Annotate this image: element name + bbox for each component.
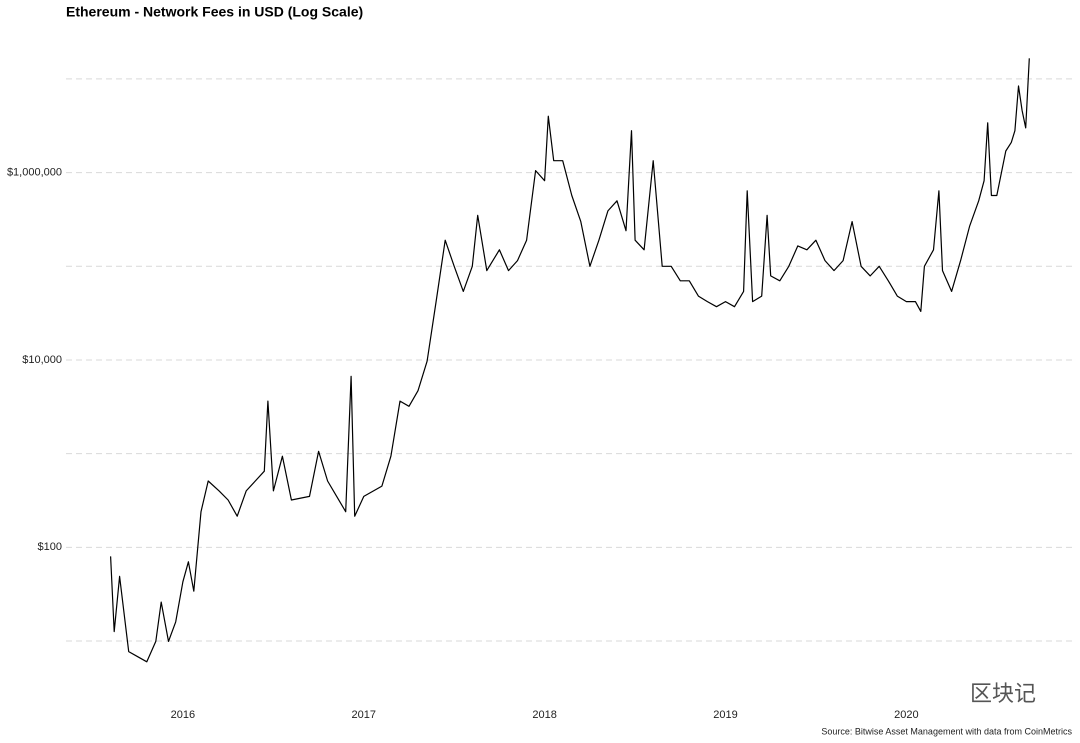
chart-title: Ethereum - Network Fees in USD (Log Scal…: [66, 4, 363, 20]
x-tick-label: 2020: [894, 709, 918, 721]
y-tick-label: $100: [38, 541, 62, 553]
x-tick-label: 2017: [352, 709, 376, 721]
y-tick-label: $10,000: [22, 354, 62, 366]
x-tick-label: 2016: [171, 709, 195, 721]
x-tick-label: 2019: [713, 709, 737, 721]
x-tick-label: 2018: [532, 709, 556, 721]
source: Source: Bitwise Asset Management with da…: [821, 726, 1072, 736]
y-tick-label: $1,000,000: [7, 167, 62, 179]
watermark: 区块记: [970, 681, 1036, 706]
line: [110, 58, 1030, 663]
